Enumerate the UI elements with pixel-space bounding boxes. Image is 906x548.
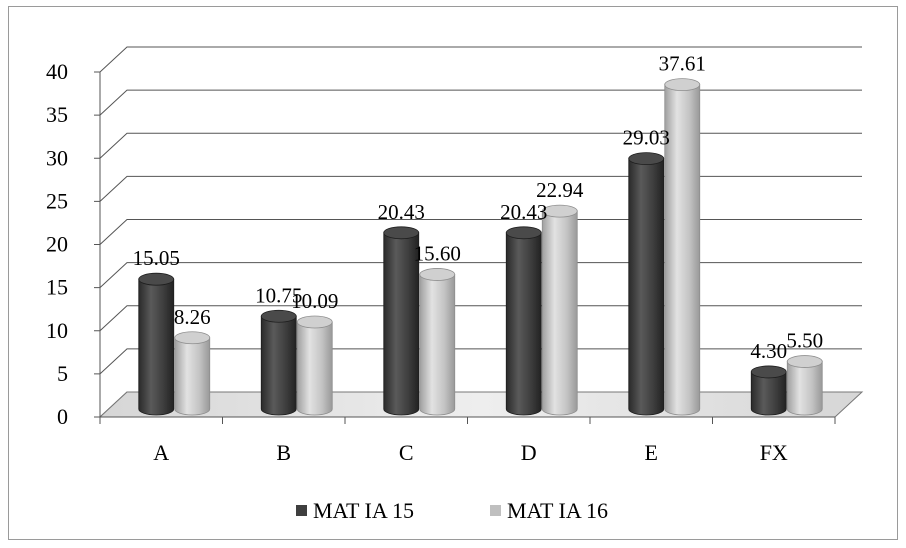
bar (750, 365, 787, 416)
legend-swatch (490, 505, 501, 516)
bar (664, 78, 701, 416)
bar-top (138, 272, 175, 286)
bar-body (383, 232, 420, 416)
data-label: 10.75 (255, 283, 302, 307)
bar (419, 268, 456, 416)
bar-top (786, 355, 823, 368)
legend-swatch (296, 505, 307, 516)
gridline (99, 348, 862, 375)
gridline (99, 175, 862, 202)
legend-item: MAT IA 16 (490, 498, 608, 523)
bar-body (174, 337, 211, 416)
bar-top (260, 309, 297, 323)
data-label: 29.03 (623, 126, 670, 150)
bar (174, 331, 211, 416)
y-tick-label: 40 (46, 59, 68, 84)
bar-body (628, 158, 665, 416)
gridline (99, 219, 862, 245)
y-tick-label: 15 (46, 275, 68, 300)
y-tick-label: 30 (46, 145, 68, 170)
x-tick-label: A (153, 440, 169, 465)
bar (628, 152, 665, 416)
data-label: 5.50 (786, 329, 823, 353)
y-tick-label: 0 (57, 404, 68, 429)
data-label: 8.26 (174, 305, 211, 329)
bar-body (296, 321, 333, 416)
bar-body (541, 210, 578, 416)
gridlines (99, 46, 862, 418)
y-tick-label: 35 (46, 102, 68, 127)
bar (296, 315, 333, 416)
bar-body (505, 232, 542, 416)
x-tick-label: D (521, 440, 537, 465)
gridline (99, 262, 862, 288)
x-tick-label: C (399, 440, 414, 465)
bar-top (750, 365, 787, 379)
y-tick-label: 25 (46, 188, 68, 213)
y-tick-label: 20 (46, 232, 68, 257)
bar-top (296, 315, 333, 329)
bar-body (750, 371, 787, 416)
bars (138, 78, 823, 416)
y-tick-label: 10 (46, 318, 68, 343)
data-label: 20.43 (500, 200, 547, 224)
data-label: 10.09 (291, 289, 338, 313)
bar (505, 226, 542, 416)
chart-floor (98, 391, 864, 418)
bar (260, 309, 297, 416)
bar-top (174, 331, 211, 345)
x-tick-label: E (645, 440, 658, 465)
bar (383, 226, 420, 416)
data-label: 22.94 (536, 178, 584, 202)
x-tick-label: B (276, 440, 291, 465)
bar-top (628, 152, 665, 166)
bar-body (786, 361, 823, 416)
data-label: 15.05 (133, 246, 180, 270)
bar-body (260, 315, 297, 416)
x-tick-label: FX (760, 440, 788, 465)
bar-top (541, 204, 578, 218)
legend-label: MAT IA 16 (507, 498, 608, 523)
legend-item: MAT IA 15 (296, 498, 414, 523)
data-label: 4.30 (750, 339, 787, 363)
bar-body (419, 274, 456, 416)
bar (541, 204, 578, 416)
data-label: 20.43 (378, 200, 425, 224)
bar-top (505, 226, 542, 240)
legend: MAT IA 15 MAT IA 16 (296, 498, 608, 523)
y-tick-label: 5 (57, 361, 68, 386)
legend-label: MAT IA 15 (313, 498, 414, 523)
gridline (99, 132, 862, 159)
data-label: 37.61 (659, 52, 706, 76)
bar (138, 272, 175, 416)
bar (786, 355, 823, 416)
bar-top (419, 268, 456, 281)
data-label: 15.60 (414, 241, 461, 265)
gridline (99, 89, 862, 116)
bar-body (138, 278, 175, 416)
bar-top (664, 78, 701, 92)
gridline (99, 305, 862, 332)
bar-body (664, 84, 701, 416)
gridline (99, 46, 862, 73)
bar-top (383, 226, 420, 240)
